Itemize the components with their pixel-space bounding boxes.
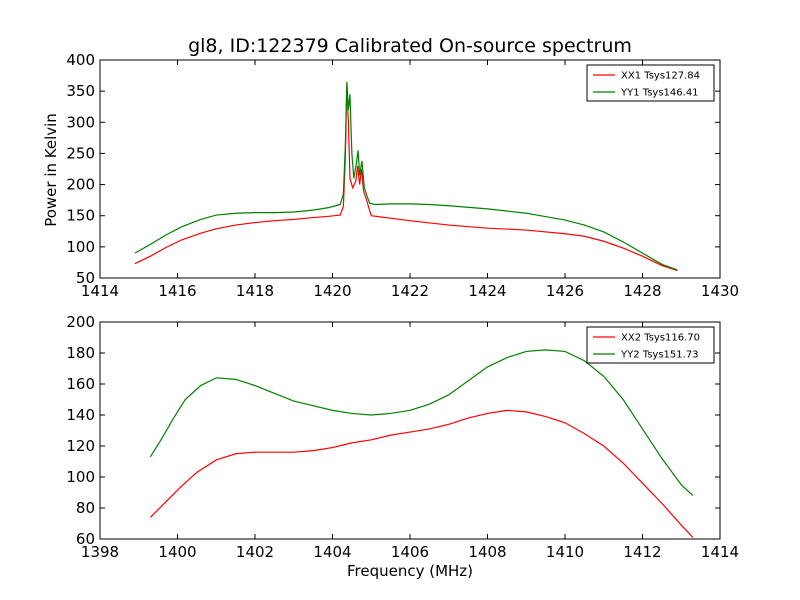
y-tick-label: 250 [66,144,95,162]
y-tick-label: 60 [76,530,95,548]
x-tick-label: 1426 [546,282,584,300]
series-line-xx2 [149,409,694,538]
x-tick-label: 1414 [701,543,739,561]
x-tick-label: 1428 [623,282,661,300]
y-tick-label: 150 [66,207,95,225]
x-tick-label: 1420 [313,282,351,300]
x-tick-label: 1430 [701,282,739,300]
legend-label: YY1 Tsys146.41 [620,88,699,99]
y-axis-label: Power in Kelvin [42,113,60,227]
series-line-yy2 [149,349,694,497]
x-tick-label: 1404 [313,543,351,561]
legend-box [586,64,715,102]
x-tick-label: 1398 [81,543,119,561]
legend: XX2 Tsys116.70 YY2 Tsys151.73 [586,326,715,364]
y-tick-label: 300 [66,113,95,131]
y-tick-label: 120 [66,437,95,455]
x-tick-label: 1418 [236,282,274,300]
series-line-yy1 [134,81,678,271]
y-tick-label: 200 [66,313,95,331]
y-tick-label: 100 [66,238,95,256]
legend-box [586,326,715,364]
y-tick-label: 180 [66,344,95,362]
y-tick-label: 160 [66,375,95,393]
x-tick-label: 1402 [236,543,274,561]
x-tick-label: 1400 [158,543,196,561]
top-panel: 1414 1416 1418 1420 1422 1424 1426 1428 1430 50 10… [66,51,739,300]
axes-frame [99,321,721,540]
x-tick-label: 1406 [391,543,429,561]
legend-label: XX2 Tsys116.70 [621,333,700,344]
y-tick-label: 140 [66,406,95,424]
x-axis-label: Frequency (MHz) [347,562,473,580]
x-tick-label: 1416 [158,282,196,300]
x-tick-label: 1414 [81,282,119,300]
x-tick-label: 1408 [468,543,506,561]
x-tick-label: 1424 [468,282,506,300]
axes-frame [99,59,721,279]
figure-title: gl8, ID:122379 Calibrated On-source spec… [188,35,632,57]
y-tick-label: 200 [66,176,95,194]
y-tick-label: 350 [66,82,95,100]
legend-label: YY2 Tsys151.73 [620,350,699,361]
x-tick-label: 1412 [623,543,661,561]
y-tick-label: 400 [66,51,95,69]
legend-label: XX1 Tsys127.84 [621,71,700,82]
y-tick-label: 50 [76,269,95,287]
y-tick-label: 100 [66,468,95,486]
bottom-panel: 1398 1400 1402 1404 1406 1408 1410 1412 1414 60 80… [66,313,739,561]
x-tick-label: 1410 [546,543,584,561]
y-tick-label: 80 [76,499,95,517]
series-line-xx1 [134,84,678,272]
legend: XX1 Tsys127.84 YY1 Tsys146.41 [586,64,715,102]
x-tick-label: 1422 [391,282,429,300]
